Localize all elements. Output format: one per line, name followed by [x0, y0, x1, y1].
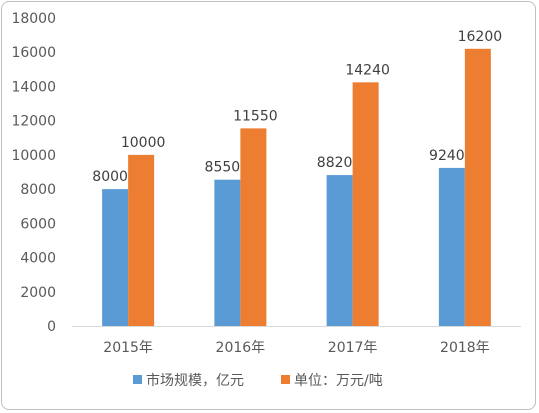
bar [352, 82, 379, 327]
x-tick-label: 2015年 [103, 340, 153, 356]
legend-label: 市场规模，亿元 [146, 372, 244, 389]
data-label: 8820 [317, 155, 353, 171]
legend-swatch [281, 375, 290, 384]
bar [326, 175, 353, 326]
x-axis: 2015年 2016年 2017年 2018年 [72, 326, 521, 356]
legend-swatch [133, 375, 142, 384]
y-tick-label: 6000 [20, 216, 56, 232]
legend: 市场规模，亿元 单位：万元/吨 [133, 372, 383, 389]
bar [102, 189, 129, 326]
bar [240, 128, 267, 326]
y-tick-label: 18000 [11, 11, 56, 27]
y-tick-label: 16000 [11, 45, 56, 61]
y-tick-label: 12000 [11, 114, 56, 130]
bar [214, 179, 241, 326]
data-label: 8000 [92, 169, 128, 185]
y-axis: 0 2000 4000 6000 8000 10000 12000 14000 16000 180… [11, 11, 56, 335]
y-tick-label: 4000 [20, 251, 56, 267]
x-tick-label: 2016年 [216, 340, 266, 356]
y-tick-label: 8000 [20, 182, 56, 198]
y-tick-label: 2000 [20, 285, 56, 301]
x-tick-label: 2018年 [440, 340, 490, 356]
bars [102, 48, 491, 327]
bar [464, 48, 491, 327]
bar [128, 154, 155, 326]
y-tick-label: 10000 [11, 148, 56, 164]
data-label: 8550 [205, 160, 241, 176]
data-labels: 8000 10000 8550 11550 8820 14240 9240 16200 [92, 29, 502, 185]
data-label: 14240 [345, 62, 390, 78]
x-tick-label: 2017年 [328, 340, 378, 356]
data-label: 10000 [121, 135, 166, 151]
y-tick-label: 14000 [11, 79, 56, 95]
bar [438, 167, 465, 326]
legend-label: 单位：万元/吨 [294, 373, 383, 389]
data-label: 11550 [233, 108, 278, 124]
data-label: 16200 [458, 29, 503, 45]
data-label: 9240 [429, 148, 465, 164]
y-tick-label: 0 [47, 319, 56, 335]
